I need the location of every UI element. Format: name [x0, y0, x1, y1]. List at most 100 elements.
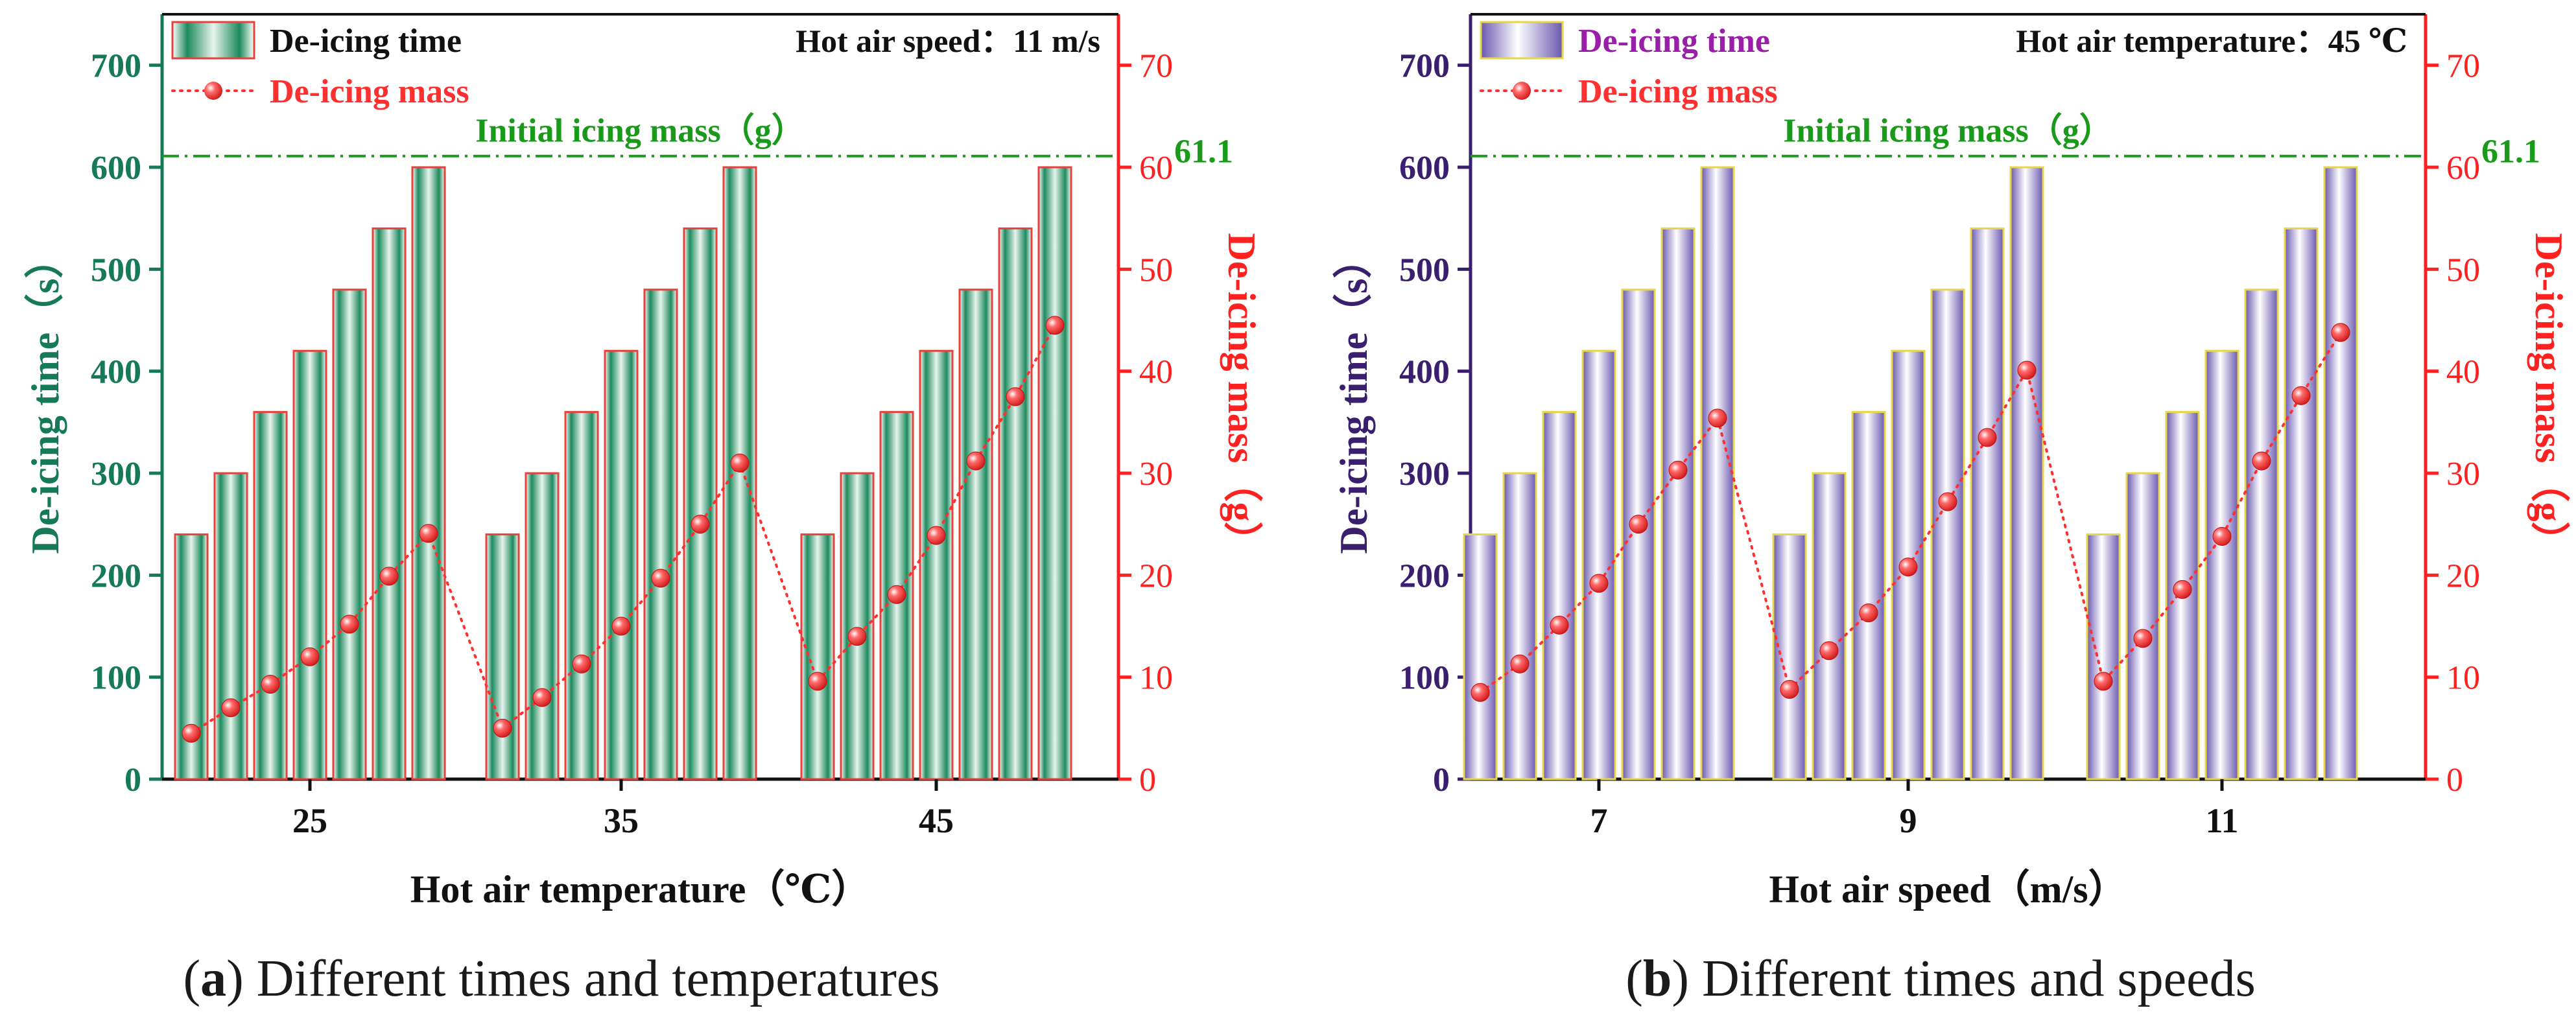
- chartb-x-tick-label: 7: [1590, 801, 1608, 840]
- charta-bar: [998, 227, 1033, 780]
- chartb-bar: [1621, 288, 1656, 780]
- chartb-left-tick-label: 500: [1399, 252, 1450, 288]
- charta-mass-point: [691, 515, 710, 534]
- chartb-mass-point: [1668, 460, 1688, 480]
- chartb-bar: [1502, 472, 1537, 780]
- charta-bar: [840, 472, 875, 780]
- chartb-legend-line-marker: [1513, 82, 1531, 100]
- charta-mass-point: [927, 526, 946, 545]
- charta-left-tick-label: 400: [91, 354, 141, 391]
- charta-x-tick-label: 45: [919, 801, 954, 840]
- charta-mass-point: [887, 585, 906, 604]
- chartb-right-tick-label: 60: [2446, 150, 2480, 187]
- chartb-legend-bar-label: De-icing time: [1578, 23, 1770, 60]
- charta-bar: [485, 533, 520, 780]
- chartb-bar: [2165, 411, 2200, 780]
- charta-mass-point: [340, 615, 359, 634]
- caption-b: (b) Different times and speeds: [1625, 950, 2256, 1007]
- chartb-bar: [1463, 533, 1498, 780]
- charta-bar: [643, 288, 678, 780]
- charta-right-tick-label: 30: [1139, 456, 1173, 493]
- caption-a-letter: a: [200, 950, 226, 1007]
- chartb-xlabel: Hot air speed（m/s）: [1769, 867, 2127, 911]
- charta-left-tick-label: 0: [124, 762, 141, 799]
- charta-bar: [683, 227, 718, 780]
- caption-b-text: ) Different times and speeds: [1672, 950, 2255, 1007]
- chartb-bar: [1542, 411, 1577, 780]
- chartb-left-tick-label: 100: [1399, 660, 1450, 697]
- charta-x-tick-label: 35: [604, 801, 639, 840]
- caption-a-text: ) Different times and temperatures: [226, 950, 939, 1007]
- charta-right-tick-label: 70: [1139, 48, 1173, 85]
- chartb-x-tick-label: 11: [2205, 801, 2238, 840]
- chartb-left-tick-label: 300: [1399, 456, 1450, 493]
- chartb-mass-point: [1629, 515, 1648, 534]
- chartb-ylabel-right: De-icing mass（g）: [2527, 233, 2571, 561]
- charta-left-tick-label: 600: [91, 150, 141, 187]
- chartb-mass-point: [2291, 386, 2311, 405]
- chartb-bar: [2086, 533, 2121, 780]
- charta-left-tick-label: 200: [91, 557, 141, 594]
- panel-a: 0 100 200 300 400 500 600 700 0 10 20 30 40 50 60 70 25 3…: [23, 13, 1264, 911]
- charta-mass-point: [261, 675, 280, 694]
- chartb-ylabel-left: De-icing time（s）: [1332, 240, 1375, 554]
- charta-mass-point: [1045, 316, 1065, 335]
- chartb-bar: [2323, 166, 2358, 780]
- chartb-mass-point: [1859, 603, 1878, 623]
- chartb-bar: [1930, 288, 1965, 780]
- charta-left-tick-label: 700: [91, 48, 141, 85]
- chartb-mass-point: [2252, 451, 2271, 471]
- chartb-mass-point: [1708, 408, 1727, 428]
- charta-bar: [958, 288, 993, 780]
- chartb-mass-point: [1471, 683, 1490, 702]
- charta-bar: [253, 411, 288, 780]
- chartb-mass-point: [1510, 654, 1530, 673]
- chartb-bar: [2125, 472, 2160, 780]
- chartb-right-tick-label: 50: [2446, 252, 2480, 288]
- charta-bar: [332, 288, 367, 780]
- charta-annotation: Hot air speed：11 m/s: [796, 23, 1100, 59]
- chartb-mass-point: [2017, 360, 2037, 380]
- chartb-mass-point: [1780, 680, 1799, 699]
- charta-bar: [372, 227, 407, 780]
- chartb-bar: [1581, 349, 1616, 780]
- charta-legend-bar-label: De-icing time: [270, 23, 462, 60]
- chartb-mass-point: [1898, 557, 1918, 577]
- chartb-bar: [2009, 166, 2044, 780]
- chartb-right-tick-label: 40: [2446, 354, 2480, 391]
- charta-reference-value-label: 61.1: [1174, 134, 1233, 170]
- chartb-x-tick-label: 9: [1900, 801, 1917, 840]
- charta-mass-point: [532, 688, 552, 707]
- charta-bar: [213, 472, 248, 780]
- charta-legend-line-label: De-icing mass: [270, 73, 469, 110]
- caption-b-letter: b: [1643, 950, 1672, 1007]
- charta-mass-point: [221, 698, 241, 718]
- chartb-left-tick-label: 400: [1399, 354, 1450, 391]
- chartb-annotation: Hot air temperature：45 ℃: [2016, 23, 2407, 59]
- chartb-left-tick-label: 0: [1433, 762, 1450, 799]
- charta-right-tick-label: 50: [1139, 252, 1173, 288]
- charta-mass-point: [300, 647, 320, 666]
- chartb-mass-point: [1589, 574, 1609, 593]
- chartb-bar: [1970, 227, 2005, 780]
- charta-left-tick-label: 500: [91, 252, 141, 288]
- charta-bar: [564, 411, 599, 780]
- charta-bar: [292, 349, 327, 780]
- charta-mass-point: [493, 718, 512, 738]
- charta-mass-point: [847, 627, 867, 646]
- chartb-mass-point: [2133, 629, 2153, 648]
- charta-mass-point: [572, 654, 591, 673]
- charta-bar: [879, 411, 914, 780]
- charta-legend-line-marker: [204, 82, 222, 100]
- charta-mass-point: [730, 453, 750, 473]
- chartb-right-tick-label: 20: [2446, 557, 2480, 594]
- chartb-bar: [1660, 227, 1696, 780]
- chartb-bar: [1700, 166, 1735, 780]
- charta-mass-point: [808, 672, 827, 691]
- charta-reference-label: Initial icing mass（g）: [475, 112, 805, 150]
- charta-right-tick-label: 60: [1139, 150, 1173, 187]
- chartb-bar: [2244, 288, 2279, 780]
- charta-ylabel-right: De-icing mass（g）: [1220, 233, 1264, 561]
- chartb-mass-point: [2094, 672, 2113, 691]
